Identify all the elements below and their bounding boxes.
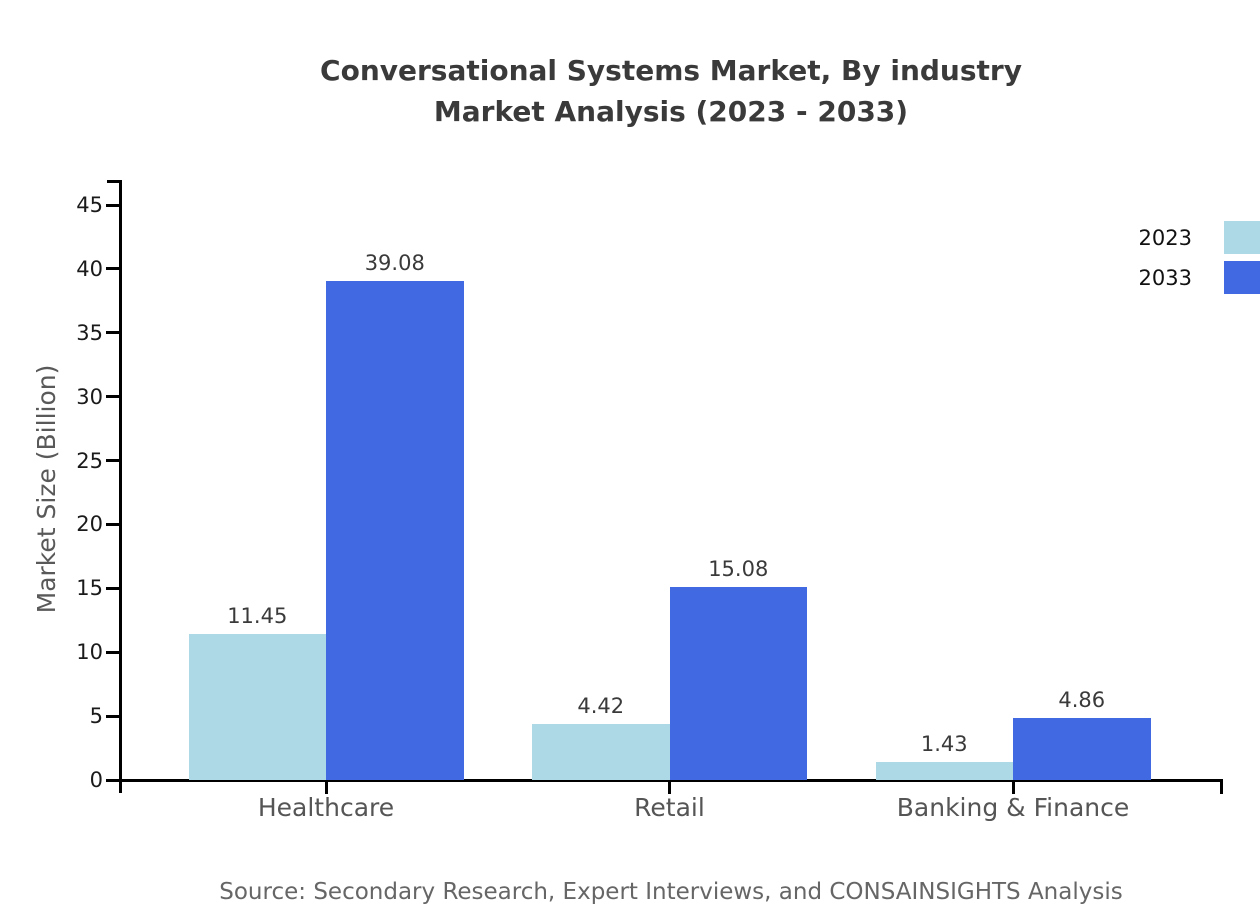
legend-swatch-2023 [1224, 221, 1260, 254]
legend-label-2023: 2023 [1138, 226, 1192, 250]
y-tick-mark [106, 522, 119, 526]
bar-value-label: 1.43 [920, 731, 968, 756]
y-tick-label: 20 [76, 512, 103, 537]
bar-2023-banking-&-finance [875, 761, 1013, 780]
x-tick-mark [668, 782, 671, 794]
bar-2033-banking-&-finance [1013, 717, 1151, 780]
y-tick-mark [106, 778, 119, 782]
bar-value-label: 11.45 [227, 603, 288, 628]
chart-title: Conversational Systems Market, By indust… [120, 50, 1222, 132]
x-category-label: Banking & Finance [896, 793, 1130, 822]
chart-title-line2: Market Analysis (2023 - 2033) [433, 95, 909, 128]
chart-title-line1: Conversational Systems Market, By indust… [320, 54, 1022, 87]
y-tick-label: 25 [76, 448, 103, 473]
bar-2033-healthcare [326, 280, 464, 780]
y-tick-label: 10 [76, 640, 103, 665]
bar-value-label: 4.42 [577, 693, 625, 718]
bar-2033-retail [669, 587, 807, 780]
source-attribution: Source: Secondary Research, Expert Inter… [219, 879, 1123, 905]
y-axis-spine [119, 180, 122, 793]
y-axis-end-cap [107, 180, 119, 183]
x-category-label: Healthcare [257, 793, 395, 822]
y-tick-label: 45 [76, 193, 103, 217]
legend-swatch-2033 [1224, 261, 1260, 294]
y-tick-mark [106, 714, 119, 718]
bar-2023-healthcare [188, 633, 326, 780]
y-tick-label: 15 [76, 576, 103, 601]
y-tick-mark [106, 331, 119, 335]
y-tick-mark [106, 395, 119, 399]
bar-2023-retail [532, 723, 670, 780]
y-tick-mark [106, 267, 119, 271]
x-tick-mark [324, 782, 328, 794]
bar-value-label: 39.08 [364, 250, 425, 275]
y-tick-label: 5 [89, 704, 103, 729]
y-tick-label: 0 [89, 768, 103, 792]
bar-value-label: 4.86 [1058, 687, 1106, 712]
x-category-label: Retail [634, 793, 705, 822]
y-tick-mark [106, 586, 119, 590]
y-tick-mark [106, 650, 119, 654]
y-tick-label: 40 [76, 256, 103, 281]
x-axis-end-cap [1220, 779, 1223, 794]
legend-label-2033: 2033 [1138, 266, 1192, 290]
x-tick-mark [1011, 782, 1015, 794]
y-tick-mark [106, 459, 119, 463]
x-axis-spine [119, 779, 1223, 782]
y-tick-label: 35 [76, 320, 103, 345]
y-tick-label: 30 [76, 384, 103, 409]
y-tick-mark [106, 203, 119, 207]
bar-value-label: 15.08 [708, 557, 769, 582]
